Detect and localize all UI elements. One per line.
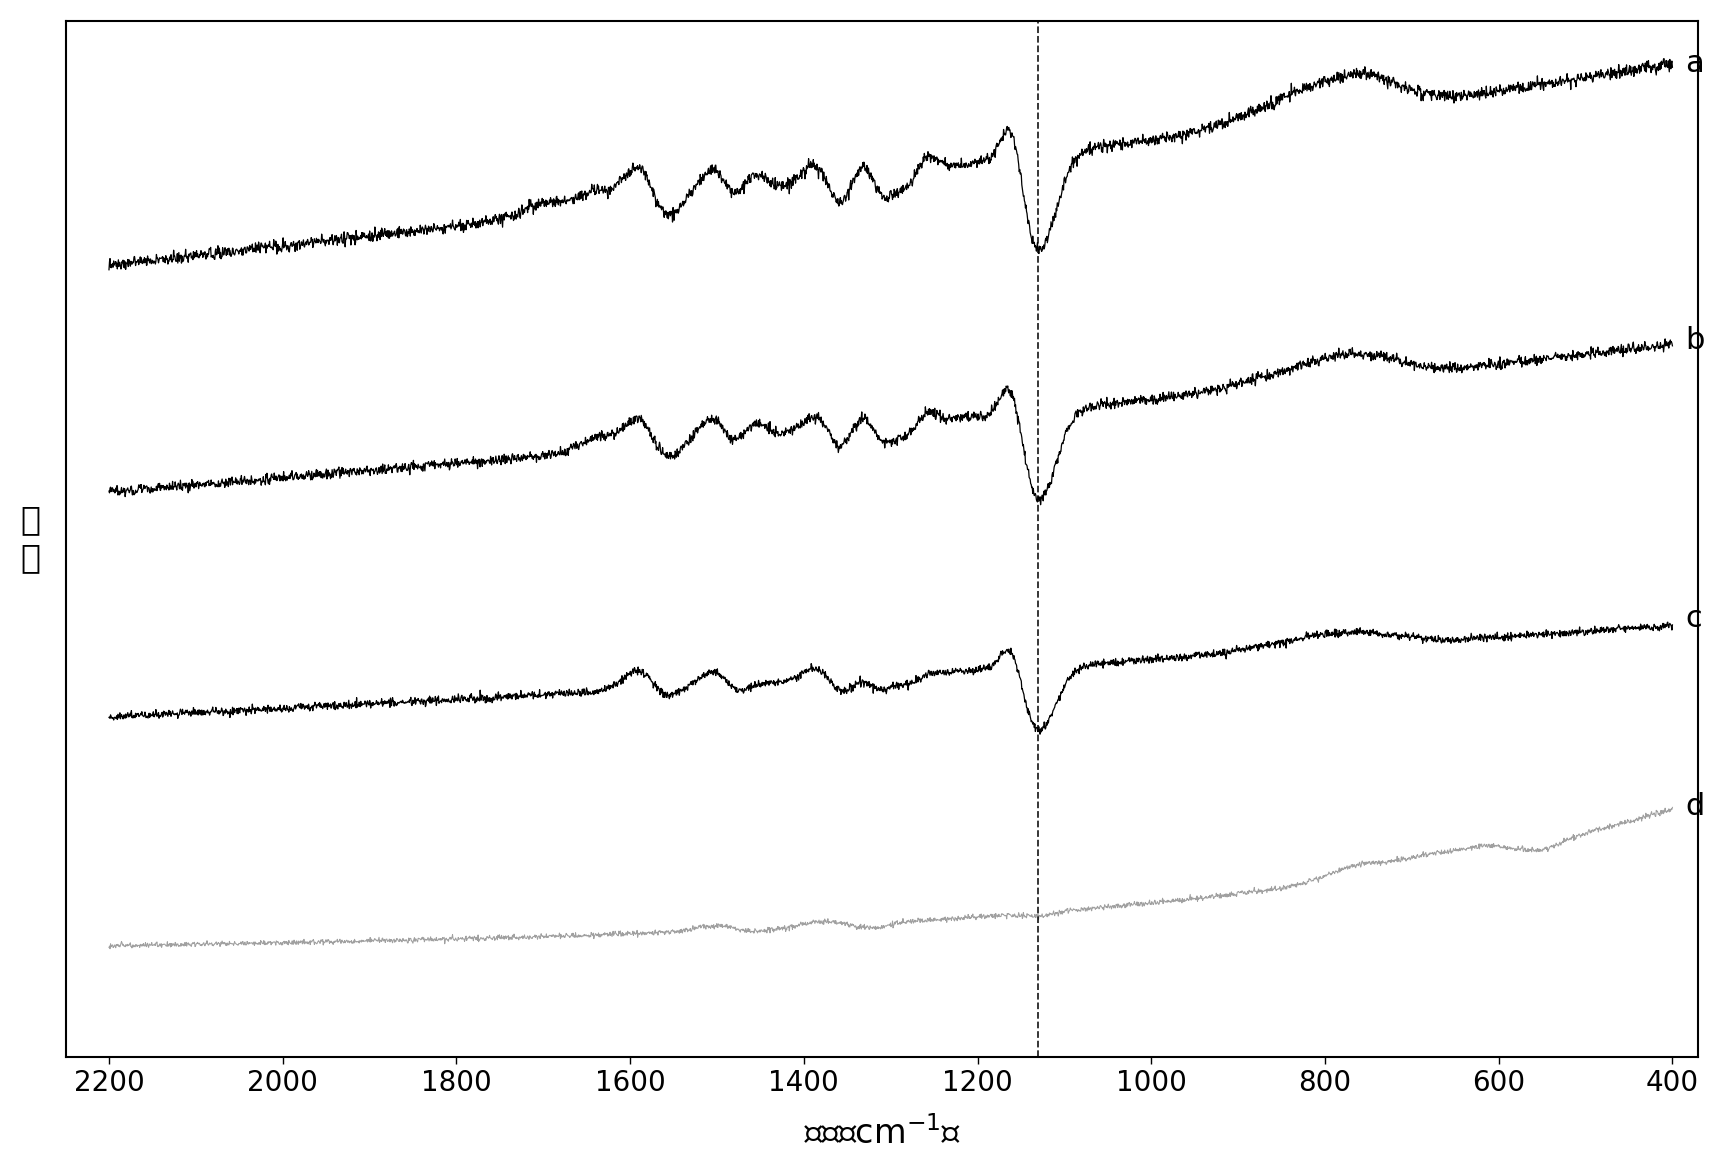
- Text: a: a: [1685, 49, 1704, 77]
- Text: b: b: [1685, 326, 1706, 355]
- X-axis label: 波数（cm$^{-1}$）: 波数（cm$^{-1}$）: [804, 1117, 961, 1151]
- Text: c: c: [1685, 605, 1702, 633]
- Y-axis label: 强
度: 强 度: [21, 504, 41, 574]
- Text: d: d: [1685, 791, 1706, 820]
